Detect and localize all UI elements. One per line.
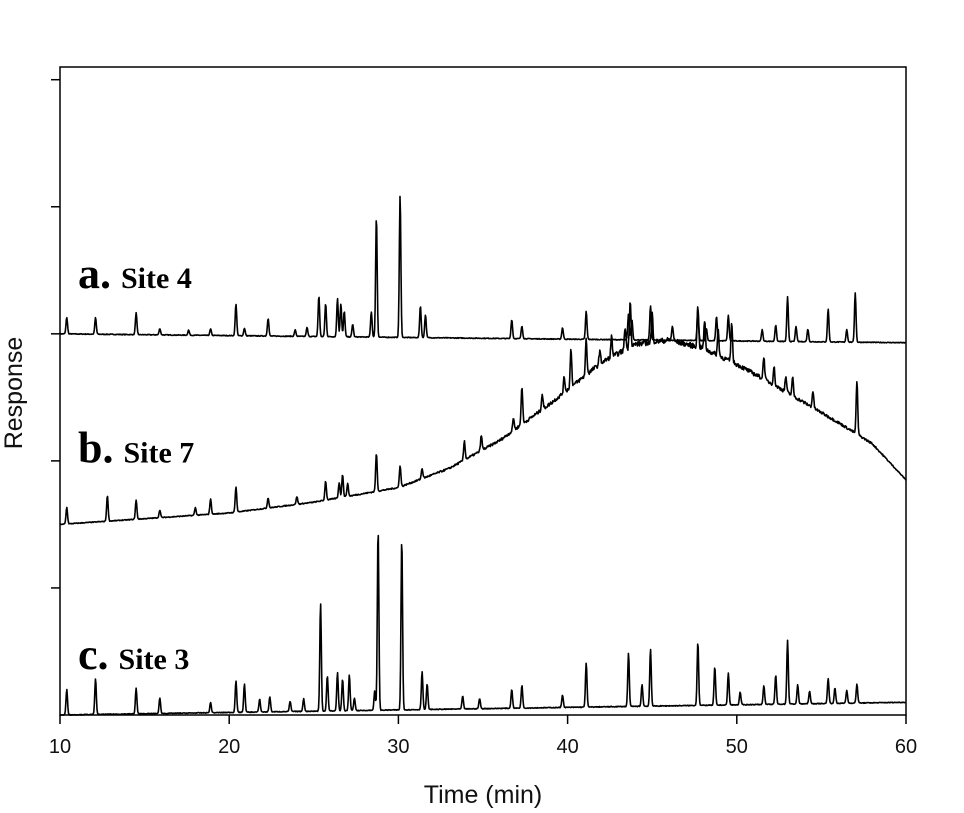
trace-b-line <box>59 302 907 526</box>
trace-a-label: a. Site 4 <box>78 249 192 298</box>
trace-b-label: b. Site 7 <box>78 423 194 472</box>
x-tick-label: 30 <box>387 736 409 758</box>
trace-a-site-name: Site 4 <box>121 262 192 295</box>
x-tick-label: 10 <box>49 736 71 758</box>
trace-b-letter: b. <box>78 423 113 472</box>
trace-c-line <box>59 534 907 716</box>
trace-a-line <box>59 195 907 344</box>
trace-c-letter: c. <box>78 630 109 679</box>
trace-a-letter: a. <box>78 249 111 298</box>
trace-labels: a. Site 4 b. Site 7 c. Site 3 <box>78 249 194 679</box>
y-axis <box>51 78 60 589</box>
x-tick-label: 60 <box>895 736 917 758</box>
trace-c-label: c. Site 3 <box>78 630 189 679</box>
y-axis-title: Response <box>0 337 28 450</box>
x-axis-title: Time (min) <box>424 781 543 809</box>
x-tick-label: 40 <box>556 736 578 758</box>
x-tick-label: 50 <box>726 736 748 758</box>
trace-c-site-name: Site 3 <box>119 643 190 676</box>
x-axis: 10 20 30 40 50 60 <box>49 715 917 758</box>
x-tick-label: 20 <box>218 736 240 758</box>
traces <box>59 195 907 716</box>
trace-b-site-name: Site 7 <box>123 436 194 469</box>
plot-frame <box>59 66 907 716</box>
